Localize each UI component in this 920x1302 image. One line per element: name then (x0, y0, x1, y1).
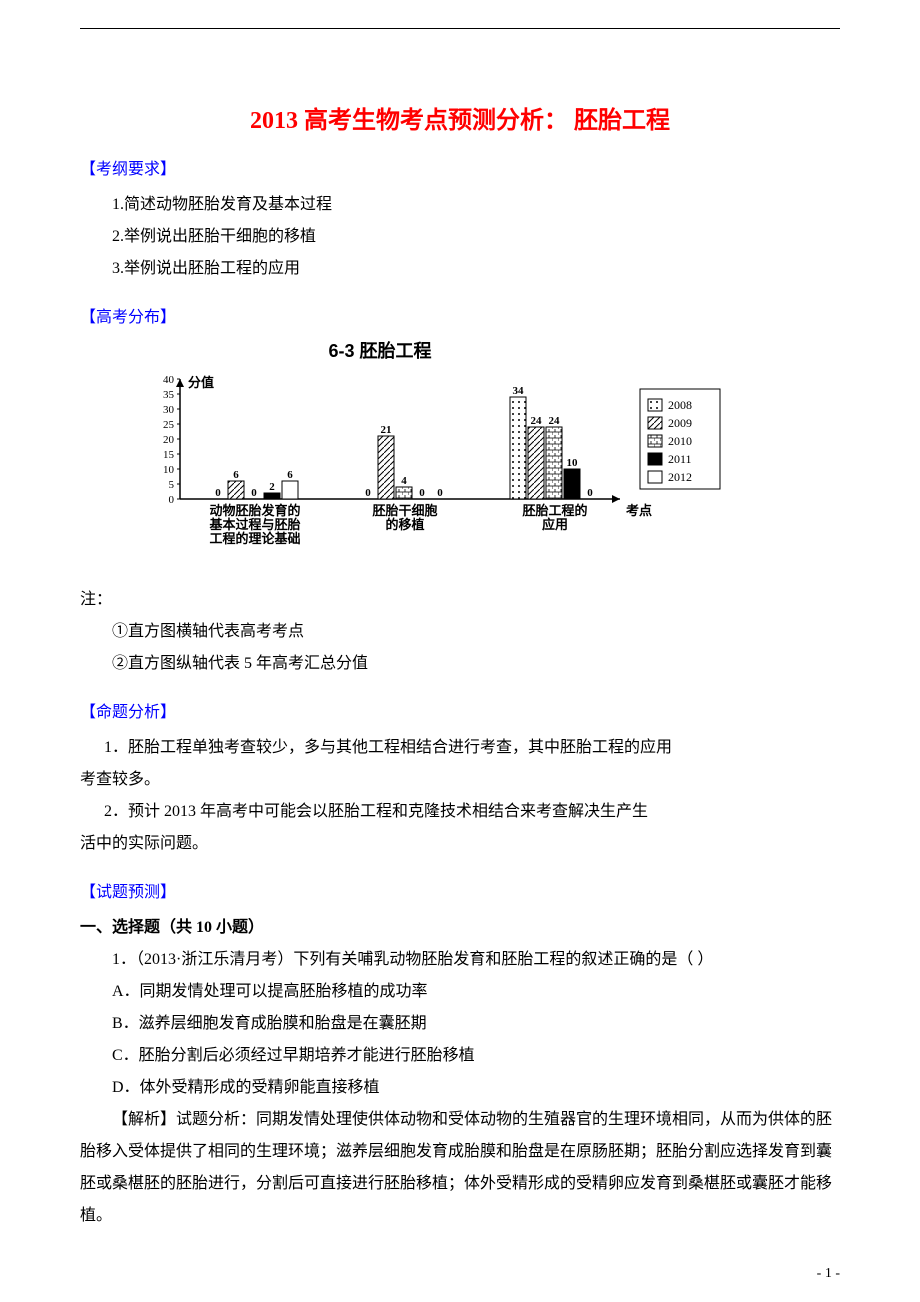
q1-opt-a: A．同期发情处理可以提高胚胎移植的成功率 (80, 976, 840, 1008)
q1-analysis: 【解析】试题分析：同期发情处理使供体动物和受体动物的生殖器官的生理环境相同，从而… (80, 1104, 840, 1232)
note-label: 注： (80, 584, 840, 616)
svg-text:24: 24 (549, 415, 561, 427)
svg-text:21: 21 (381, 424, 392, 436)
svg-text:35: 35 (163, 389, 175, 401)
svg-text:30: 30 (163, 404, 175, 416)
chart-title: 6-3 胚胎工程 (120, 337, 640, 363)
svg-text:40: 40 (163, 374, 175, 386)
svg-text:0: 0 (419, 487, 425, 499)
svg-text:20: 20 (163, 434, 175, 446)
svg-text:4: 4 (401, 475, 407, 487)
chart-block: 6-3 胚胎工程 0510152025303540分值06026动物胚胎发育的基… (120, 337, 840, 574)
q1-stem: 1．（2013·浙江乐清月考）下列有关哺乳动物胚胎发育和胚胎工程的叙述正确的是（… (80, 944, 840, 976)
svg-text:15: 15 (163, 449, 175, 461)
svg-text:5: 5 (169, 479, 175, 491)
svg-text:2012: 2012 (668, 470, 692, 484)
kaogang-item-3: 3.举例说出胚胎工程的应用 (80, 253, 840, 285)
svg-text:应用: 应用 (542, 517, 568, 532)
section-gaokao-head: 【高考分布】 (80, 303, 840, 327)
svg-text:胚胎干细胞: 胚胎干细胞 (372, 503, 437, 518)
svg-text:0: 0 (587, 487, 593, 499)
kaogang-item-2: 2.举例说出胚胎干细胞的移植 (80, 221, 840, 253)
svg-text:胚胎工程的: 胚胎工程的 (522, 503, 587, 518)
svg-text:0: 0 (251, 487, 257, 499)
svg-text:2011: 2011 (668, 452, 692, 466)
bar-chart: 0510152025303540分值06026动物胚胎发育的基本过程与胚胎工程的… (120, 369, 740, 569)
section-kaogang-head: 【考纲要求】 (80, 155, 840, 179)
svg-text:分值: 分值 (188, 375, 214, 390)
svg-text:0: 0 (169, 494, 175, 506)
q1-opt-c: C．胚胎分割后必须经过早期培养才能进行胚胎移植 (80, 1040, 840, 1072)
section-shiti-head: 【试题预测】 (80, 878, 840, 902)
svg-text:34: 34 (513, 385, 525, 397)
shiti-part-label: 一、选择题（共 10 小题） (80, 912, 840, 944)
svg-text:的移植: 的移植 (385, 517, 424, 532)
note-1: ①直方图横轴代表高考考点 (80, 616, 840, 648)
svg-text:10: 10 (163, 464, 175, 476)
svg-text:24: 24 (531, 415, 543, 427)
mingti-p2b: 活中的实际问题。 (80, 828, 840, 860)
svg-text:0: 0 (215, 487, 221, 499)
note-2: ②直方图纵轴代表 5 年高考汇总分值 (80, 648, 840, 680)
mingti-p2: 2．预计 2013 年高考中可能会以胚胎工程和克隆技术相结合来考查解决生产生 (80, 796, 840, 828)
page-number: - 1 - (817, 1266, 840, 1282)
q1-opt-b: B．滋养层细胞发育成胎膜和胎盘是在囊胚期 (80, 1008, 840, 1040)
svg-text:2: 2 (269, 481, 275, 493)
svg-text:基本过程与胚胎: 基本过程与胚胎 (208, 517, 300, 532)
section-mingti-head: 【命题分析】 (80, 698, 840, 722)
svg-text:2009: 2009 (668, 416, 692, 430)
svg-text:0: 0 (365, 487, 371, 499)
svg-text:工程的理论基础: 工程的理论基础 (209, 531, 300, 546)
svg-text:2008: 2008 (668, 398, 692, 412)
svg-text:25: 25 (163, 419, 175, 431)
page: 2013 高考生物考点预测分析： 胚胎工程 【考纲要求】 1.简述动物胚胎发育及… (0, 0, 920, 1302)
mingti-p1: 1．胚胎工程单独考查较少，多与其他工程相结合进行考查，其中胚胎工程的应用 (80, 732, 840, 764)
q1-opt-d: D．体外受精形成的受精卵能直接移植 (80, 1072, 840, 1104)
svg-text:10: 10 (567, 457, 579, 469)
svg-text:6: 6 (287, 469, 293, 481)
top-rule (80, 28, 840, 29)
doc-title: 2013 高考生物考点预测分析： 胚胎工程 (80, 100, 840, 135)
mingti-p1b: 考查较多。 (80, 764, 840, 796)
svg-text:动物胚胎发育的: 动物胚胎发育的 (209, 503, 300, 518)
svg-text:0: 0 (437, 487, 443, 499)
svg-text:6: 6 (233, 469, 239, 481)
svg-text:考点: 考点 (626, 503, 652, 518)
svg-text:2010: 2010 (668, 434, 692, 448)
kaogang-item-1: 1.简述动物胚胎发育及基本过程 (80, 189, 840, 221)
